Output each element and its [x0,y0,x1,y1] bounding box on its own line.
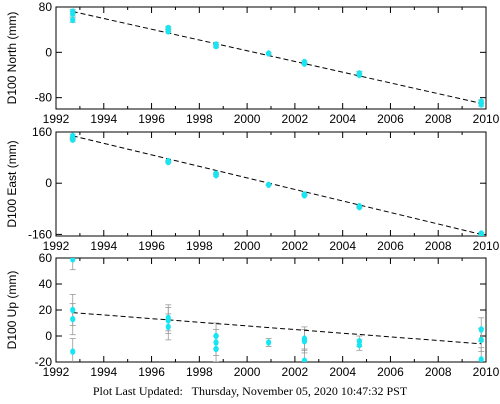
y-tick-label-north: 80 [39,0,53,14]
data-point-north [213,42,219,50]
x-tick-label-up: 2008 [425,365,452,379]
data-point-up [70,348,76,355]
data-point-north [70,16,76,24]
y-axis-label-north: D100 North (mm) [5,12,19,105]
data-point-north [266,50,272,57]
x-tick-label-up: 1998 [186,365,213,379]
x-tick-label-north: 2002 [282,112,309,126]
y-tick-label-north: -80 [35,91,53,105]
x-tick-label-east: 1994 [90,239,117,253]
x-tick-label-east: 1998 [186,239,213,253]
y-tick-label-up: 0 [45,329,52,343]
x-tick-label-up: 1996 [138,365,165,379]
y-tick-label-east: 0 [45,176,52,190]
data-point-up [301,338,308,345]
x-tick-label-east: 1992 [43,239,70,253]
x-tick-label-north: 2008 [425,112,452,126]
data-point-up [213,332,219,340]
x-tick-label-up: 2006 [377,365,404,379]
data-point-north [165,28,171,35]
data-layer-north [69,8,485,108]
data-point-up [301,357,308,362]
x-tick-label-north: 2004 [329,112,356,126]
y-tick-label-up: 60 [39,251,53,265]
data-point-up [213,339,219,346]
trend-line-up [72,312,482,345]
x-tick-label-east: 1996 [138,239,165,253]
data-point-up [478,336,484,344]
y-tick-label-up: -20 [35,355,53,369]
data-point-east [301,192,308,199]
data-point-up [165,323,171,331]
data-point-north [70,10,76,17]
x-tick-label-north: 1992 [43,112,70,126]
x-tick-label-north: 1994 [90,112,117,126]
panel-north: 1992 1994 1996 1998 2000 2002 2004 2006 2008 2010… [5,0,500,126]
trend-line-north [72,11,482,104]
data-point-up [70,306,76,314]
y-tick-label-east: 160 [32,125,52,139]
data-point-east [70,136,76,143]
x-tick-label-north: 1996 [138,112,165,126]
y-tick-label-up: 20 [39,303,53,317]
footer-label: Plot Last Updated: [92,384,183,398]
x-tick-label-east: 2004 [329,239,356,253]
panel-up: 1992 1994 1996 1998 2000 2002 2004 2006 2008 2010… [5,251,500,379]
data-point-east [356,204,362,211]
data-point-north [478,101,484,108]
footer-timestamp: Thursday, November 05, 2020 10:47:32 PST [191,384,408,398]
x-tick-label-north: 1998 [186,112,213,126]
x-tick-label-north: 2000 [234,112,261,126]
data-point-up [70,315,76,323]
data-point-up [70,258,76,263]
x-tick-label-east: 2000 [234,239,261,253]
data-point-up [356,341,362,349]
data-point-up [213,345,219,353]
data-point-up [478,326,484,333]
data-point-east [266,181,272,188]
data-point-east [165,158,171,166]
y-tick-label-up: 40 [39,277,53,291]
x-tick-label-up: 1994 [90,365,117,379]
x-tick-label-up: 2002 [282,365,309,379]
y-tick-label-east: -160 [28,227,52,241]
y-axis-label-east: D100 East (mm) [5,140,19,227]
x-tick-label-north: 2010 [473,112,500,126]
x-tick-label-up: 2000 [234,365,261,379]
data-point-north [301,60,308,67]
x-tick-label-east: 2008 [425,239,452,253]
y-axis-label-up: D100 Up (mm) [5,271,19,350]
data-point-up [478,356,484,362]
x-tick-label-east: 2002 [282,239,309,253]
panel-east: 1992 1994 1996 1998 2000 2002 2004 2006 2008 2010… [5,125,500,253]
data-point-east [213,172,219,179]
plot-footer: Plot Last Updated: Thursday, November 05… [0,384,500,399]
x-tick-label-east: 2010 [473,239,500,253]
data-layer-east [69,132,485,236]
y-tick-label-north: 0 [45,45,52,59]
data-point-up [266,339,272,346]
data-point-up [165,317,171,324]
data-layer-up [69,258,485,362]
x-tick-label-north: 2006 [377,112,404,126]
x-tick-label-up: 2004 [329,365,356,379]
x-tick-label-east: 2006 [377,239,404,253]
trend-line-east [72,135,482,235]
data-point-east [478,232,484,236]
x-tick-label-up: 2010 [473,365,500,379]
data-point-north [356,71,362,79]
x-tick-label-up: 1992 [43,365,70,379]
